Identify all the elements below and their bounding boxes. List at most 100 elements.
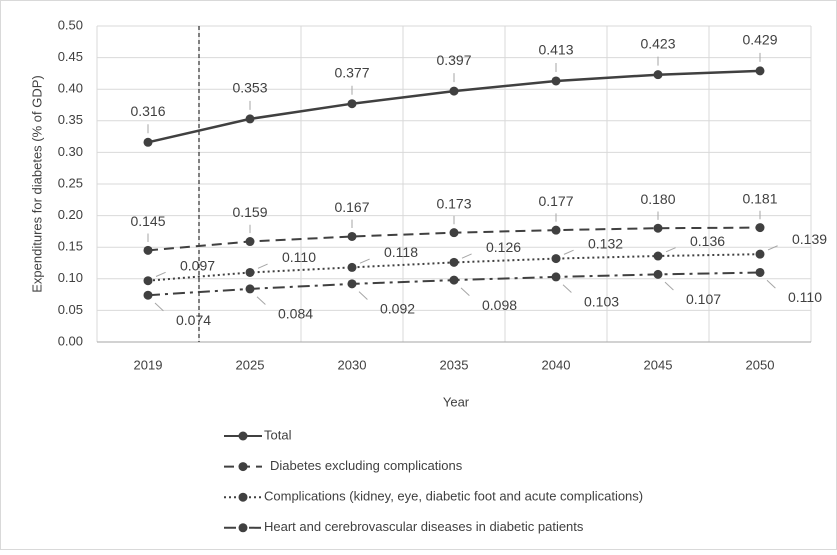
legend-marker [238,431,248,441]
legend-label: Heart and cerebrovascular diseases in di… [264,519,584,534]
data-point [347,231,357,241]
data-point [551,76,561,86]
data-point [551,272,561,282]
data-label: 0.413 [538,42,573,58]
data-point [449,257,459,267]
x-tick-label: 2030 [338,357,367,372]
data-point [347,262,357,272]
data-label: 0.098 [482,297,517,313]
data-label: 0.126 [486,239,521,255]
data-label: 0.173 [436,195,471,211]
data-point [245,284,255,294]
x-axis-title: Year [443,394,470,409]
leader-line [766,279,776,289]
legend-label: Total [264,427,292,442]
data-label: 0.145 [130,213,165,229]
y-tick-label: 0.00 [58,333,83,348]
data-label: 0.180 [640,191,675,207]
y-tick-label: 0.50 [58,17,83,32]
data-label: 0.353 [232,80,267,96]
legend-label: Complications (kidney, eye, diabetic foo… [264,489,643,504]
data-point [755,249,765,259]
x-tick-label: 2019 [134,357,163,372]
leader-line [563,249,574,255]
legend-marker [238,462,248,472]
data-point [653,70,663,80]
data-label: 0.107 [686,291,721,307]
leader-line [358,291,368,300]
data-label: 0.316 [130,103,165,119]
data-point [551,254,561,264]
leader-line [562,284,572,293]
data-point [755,223,765,233]
data-point [245,237,255,247]
data-point [755,66,765,76]
data-label: 0.092 [380,301,415,317]
x-tick-label: 2025 [236,357,265,372]
leader-line [767,245,778,251]
data-point [653,223,663,233]
legend-marker [238,492,248,502]
y-tick-label: 0.15 [58,239,83,254]
data-label: 0.139 [792,231,827,247]
legend-label: Diabetes excluding complications [270,458,463,473]
leader-line [154,302,164,312]
y-tick-label: 0.25 [58,175,83,190]
data-label: 0.159 [232,204,267,220]
data-label: 0.167 [334,199,369,215]
y-tick-label: 0.40 [58,81,83,96]
data-label: 0.181 [742,190,777,206]
leader-line [664,281,674,291]
y-axis-title: Expenditures for diabetes (% of GDP) [29,75,44,293]
legend-marker [238,523,248,533]
x-tick-label: 2035 [440,357,469,372]
data-label: 0.084 [278,306,313,322]
data-label: 0.132 [588,235,623,251]
leader-line [359,258,370,264]
data-point [551,225,561,235]
data-point [143,137,153,147]
leader-line [665,247,676,253]
y-tick-label: 0.35 [58,112,83,127]
data-point [449,86,459,96]
x-tick-label: 2040 [542,357,571,372]
y-tick-label: 0.05 [58,302,83,317]
data-point [245,267,255,277]
data-point [653,269,663,279]
data-label: 0.074 [176,312,211,328]
leader-line [256,296,266,305]
data-label: 0.103 [584,294,619,310]
y-tick-label: 0.30 [58,144,83,159]
leader-line [155,271,166,277]
data-point [143,245,153,255]
data-point [143,290,153,300]
data-label: 0.377 [334,64,369,80]
y-tick-label: 0.20 [58,207,83,222]
data-point [755,267,765,277]
data-label: 0.429 [742,32,777,48]
data-point [347,99,357,109]
leader-line [257,263,268,269]
data-label: 0.118 [384,244,418,260]
x-tick-label: 2050 [746,357,775,372]
y-tick-label: 0.10 [58,270,83,285]
data-point [449,228,459,238]
leader-line [461,253,472,259]
data-label: 0.110 [282,249,316,265]
data-point [449,275,459,285]
data-label: 0.423 [640,35,675,51]
data-label: 0.136 [690,233,725,249]
data-label: 0.097 [180,257,215,273]
data-point [347,279,357,289]
leader-line [460,287,470,297]
data-label: 0.177 [538,193,573,209]
data-point [245,114,255,124]
data-label: 0.397 [436,52,471,68]
data-point [653,251,663,261]
x-tick-label: 2045 [644,357,673,372]
y-tick-label: 0.45 [58,49,83,64]
data-label: 0.110 [788,289,822,305]
data-point [143,276,153,286]
